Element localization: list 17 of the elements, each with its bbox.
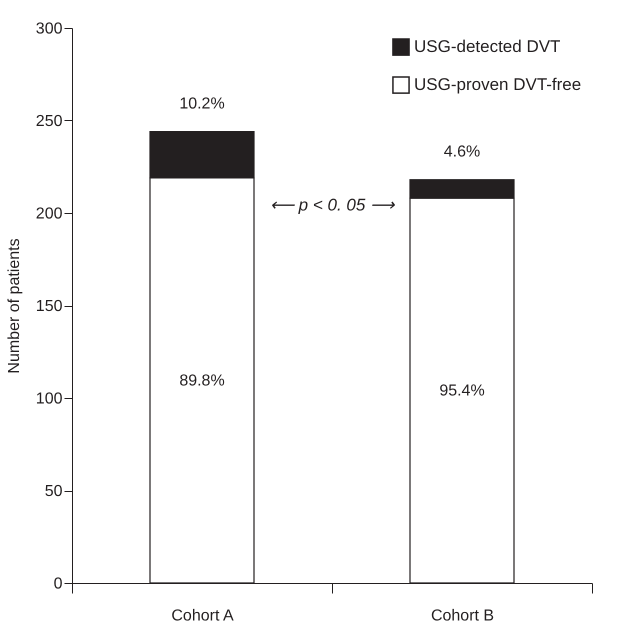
annotation: 10.2% — [179, 96, 225, 113]
y-tick-label: 300 — [36, 20, 63, 38]
x-tick-label: Cohort A — [171, 608, 234, 624]
y-tick-label: 0 — [54, 576, 63, 592]
y-tick-label: 150 — [36, 298, 63, 315]
y-tick-label: 50 — [44, 483, 63, 500]
legend-label: USG-proven DVT-free — [414, 75, 582, 94]
y-tick-label: 250 — [36, 113, 63, 130]
y-axis-title: Number of patients — [6, 238, 23, 374]
annotation: 89.8% — [179, 372, 225, 390]
annotation: ⟵ p < 0. 05 ⟶ — [270, 196, 396, 215]
annotation: 95.4% — [439, 382, 485, 400]
legend-label: USG-detected DVT — [414, 37, 560, 56]
x-tick-label: Cohort B — [430, 608, 494, 624]
y-tick-label: 100 — [36, 390, 63, 408]
y-tick-label: 200 — [36, 206, 63, 222]
annotation: 4.6% — [444, 144, 480, 161]
